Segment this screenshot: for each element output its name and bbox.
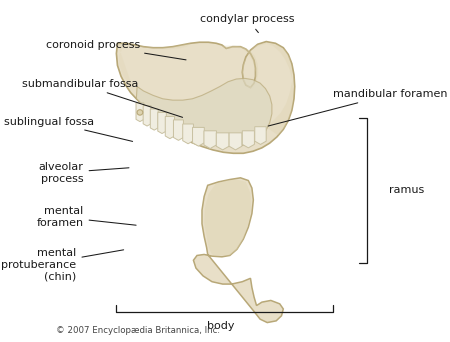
- Text: submandibular fossa: submandibular fossa: [22, 79, 183, 117]
- Polygon shape: [204, 131, 216, 148]
- Polygon shape: [183, 124, 194, 144]
- Polygon shape: [194, 178, 284, 323]
- Polygon shape: [229, 133, 242, 150]
- Polygon shape: [158, 113, 166, 133]
- Polygon shape: [136, 103, 144, 122]
- Text: condylar process: condylar process: [200, 14, 295, 32]
- Polygon shape: [173, 120, 184, 140]
- Text: mental
protuberance
(chin): mental protuberance (chin): [1, 248, 124, 281]
- Polygon shape: [216, 133, 229, 150]
- Circle shape: [137, 110, 143, 115]
- Polygon shape: [117, 42, 295, 153]
- Polygon shape: [222, 43, 293, 135]
- Polygon shape: [117, 43, 190, 90]
- Text: © 2007 Encyclopædia Britannica, Inc.: © 2007 Encyclopædia Britannica, Inc.: [56, 326, 220, 335]
- Polygon shape: [150, 109, 158, 130]
- Polygon shape: [165, 117, 175, 139]
- Polygon shape: [143, 106, 151, 126]
- Polygon shape: [193, 128, 204, 146]
- Polygon shape: [136, 78, 272, 146]
- Text: mandibular foramen: mandibular foramen: [268, 89, 448, 126]
- Text: sublingual fossa: sublingual fossa: [4, 117, 133, 141]
- Text: ramus: ramus: [388, 185, 424, 195]
- Text: alveolar
process: alveolar process: [39, 162, 129, 184]
- Text: coronoid process: coronoid process: [46, 40, 186, 60]
- Polygon shape: [242, 131, 254, 148]
- Text: mental
foramen: mental foramen: [36, 206, 136, 228]
- Polygon shape: [204, 180, 251, 255]
- Polygon shape: [255, 127, 266, 144]
- Text: body: body: [207, 321, 234, 331]
